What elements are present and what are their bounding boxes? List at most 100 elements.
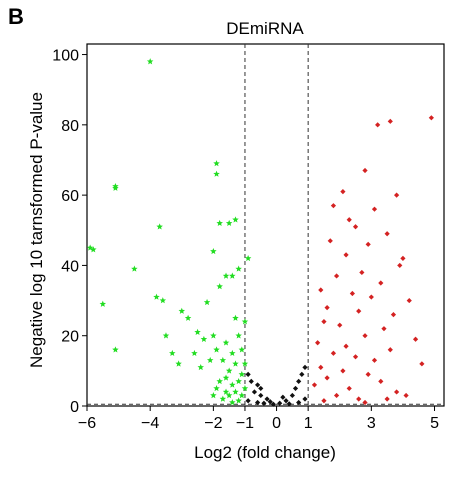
data-point: [184, 314, 192, 321]
data-point: [419, 361, 425, 367]
data-point: [324, 375, 330, 381]
data-point: [213, 346, 220, 353]
data-point: [191, 349, 198, 357]
data-point: [428, 115, 434, 121]
data-point: [359, 269, 365, 276]
data-point: [225, 219, 233, 226]
data-point: [235, 332, 242, 339]
data-point: [229, 349, 236, 357]
data-point: [299, 371, 305, 377]
data-point: [362, 333, 368, 339]
data-point: [241, 318, 249, 325]
data-point: [311, 382, 318, 388]
data-point: [99, 300, 107, 307]
x-tick-label: 1: [304, 415, 313, 432]
data-point: [302, 364, 308, 370]
data-point: [213, 160, 220, 167]
data-point: [206, 356, 214, 364]
data-point: [277, 400, 283, 406]
data-point: [387, 347, 393, 353]
data-point: [258, 392, 264, 399]
data-point: [337, 322, 343, 328]
data-point: [178, 307, 186, 314]
data-point: [219, 395, 227, 402]
data-point: [238, 346, 246, 353]
panel-label: B: [8, 4, 24, 29]
data-point: [159, 297, 167, 304]
data-point: [371, 206, 378, 212]
data-point: [222, 272, 230, 279]
data-point: [384, 396, 390, 402]
data-point: [387, 118, 393, 124]
data-point: [255, 399, 261, 406]
data-point: [225, 392, 233, 399]
data-point: [292, 385, 299, 392]
data-point: [324, 304, 330, 311]
data-point: [232, 388, 239, 395]
data-point: [112, 184, 119, 191]
data-point: [213, 170, 220, 177]
data-point: [400, 255, 406, 261]
data-point: [390, 312, 397, 318]
data-point: [241, 360, 249, 367]
data-point: [330, 350, 337, 356]
data-point: [197, 363, 204, 371]
data-point: [156, 223, 163, 230]
data-point: [321, 398, 327, 404]
x-tick-label: 0: [272, 415, 281, 432]
x-tick-label: 5: [430, 415, 439, 432]
data-point: [330, 203, 337, 209]
data-point: [406, 297, 412, 304]
data-point: [318, 287, 324, 293]
data-point: [162, 332, 170, 339]
data-point: [346, 385, 352, 392]
data-point: [346, 217, 352, 223]
x-tick-label: −6: [78, 415, 96, 432]
threshold-lines: [87, 44, 444, 406]
x-tick-label: 3: [367, 415, 376, 432]
data-point: [264, 396, 270, 402]
data-point: [244, 254, 252, 262]
data-point: [238, 392, 246, 399]
data-point: [340, 368, 346, 374]
data-point: [216, 378, 223, 385]
plot-frame: [86, 43, 445, 407]
data-point: [203, 298, 211, 306]
data-point: [362, 399, 368, 406]
data-point: [333, 273, 340, 279]
data-point: [225, 367, 233, 374]
data-point: [232, 216, 239, 223]
data-point: [232, 314, 239, 321]
data-point: [175, 360, 182, 367]
data-point: [222, 339, 230, 346]
y-tick-label: 80: [61, 118, 79, 135]
data-point: [327, 238, 333, 244]
data-point: [340, 189, 346, 195]
data-point: [381, 326, 387, 332]
data-point: [194, 328, 201, 335]
data-point: [412, 336, 419, 342]
data-point: [280, 394, 286, 400]
data-point: [210, 332, 217, 339]
data-point: [213, 385, 220, 392]
data-point: [216, 283, 223, 290]
data-point: [283, 398, 289, 404]
data-point: [394, 389, 400, 395]
data-point: [368, 294, 374, 300]
data-point: [229, 272, 236, 279]
data-point: [210, 247, 217, 255]
chart-title: DEmiRNA: [226, 19, 304, 38]
x-axis-label: Log2 (fold change): [194, 443, 336, 462]
data-point: [365, 371, 371, 377]
data-point: [232, 360, 239, 367]
y-tick-label: 0: [70, 399, 79, 416]
data-point: [90, 246, 97, 253]
data-point: [343, 252, 349, 258]
data-point: [356, 308, 362, 314]
x-tick-label: −4: [141, 415, 159, 432]
data-point: [378, 378, 384, 384]
data-point: [394, 192, 400, 198]
data-point: [352, 224, 359, 230]
data-point: [321, 319, 327, 325]
